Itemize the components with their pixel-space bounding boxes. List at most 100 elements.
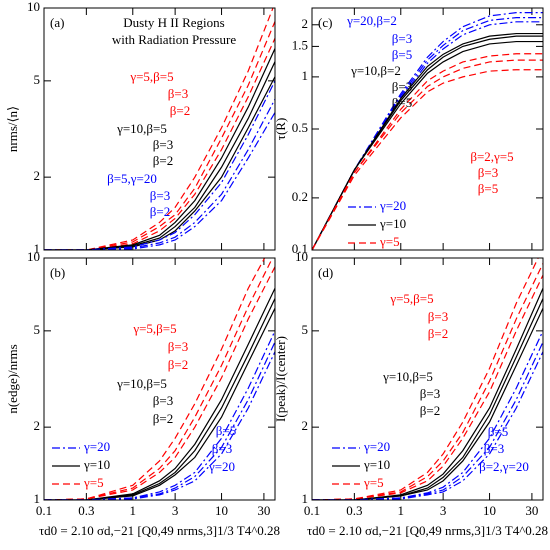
data-line	[44, 258, 274, 500]
annotation: β=3	[420, 386, 440, 401]
data-line	[44, 21, 275, 250]
x-tick-label: 0.1	[304, 503, 320, 518]
data-line	[44, 76, 275, 250]
data-line	[44, 112, 275, 250]
data-line	[312, 35, 543, 250]
y-tick-label: 2	[302, 16, 309, 31]
x-axis-label: τd0 = 2.10 σd,−21 [Q0,49 nrms,3]1/3 T4^0…	[39, 523, 280, 538]
x-tick-label: 30	[525, 503, 538, 518]
data-line	[312, 307, 543, 500]
annotation: γ=10,β=5	[116, 121, 167, 136]
annotation: γ=5,β=5	[389, 291, 433, 306]
y-tick-label: 5	[34, 72, 41, 87]
annotation: β=3	[484, 441, 504, 456]
panel-title: Dusty H II Regions	[123, 15, 224, 30]
annotation: β=3	[428, 309, 448, 324]
annotation: β=2,γ=20	[479, 459, 529, 474]
panel-label: (c)	[318, 15, 332, 30]
legend-label: γ=10	[83, 457, 110, 472]
data-line	[44, 266, 275, 500]
y-tick-label: 10	[27, 0, 40, 14]
annotation: β=3	[392, 79, 412, 94]
y-tick-label: 1	[34, 241, 41, 256]
series-group	[312, 258, 543, 500]
x-axis-label: τd0 = 2.10 σd,−21 [Q0,49 nrms,3]1/3 T4^0…	[307, 523, 548, 538]
legend-label: γ=10	[363, 457, 390, 472]
annotation: γ=20,β=2	[346, 13, 397, 28]
plot-frame	[311, 257, 544, 501]
y-tick-label: 2	[34, 168, 41, 183]
panel-subtitle: with Radiation Pressure	[112, 32, 236, 47]
data-line	[44, 351, 275, 500]
data-line	[312, 59, 543, 250]
legend-label: γ=20	[363, 439, 390, 454]
annotation: β=2	[168, 357, 188, 372]
legend-label: γ=10	[379, 216, 406, 231]
panel-label: (b)	[50, 265, 65, 280]
annotation: γ=5,β=5	[129, 69, 173, 84]
annotation: β=3	[478, 165, 498, 180]
legend-label: γ=5	[83, 475, 104, 490]
annotation: β=2	[170, 103, 190, 118]
plot-frame	[43, 7, 276, 251]
y-tick-label: 1	[34, 491, 41, 506]
y-tick-label: 10	[295, 249, 308, 264]
annotation: β=5,γ=20	[107, 171, 157, 186]
annotation: β=5	[478, 181, 498, 196]
annotation: β=3	[392, 31, 412, 46]
annotation: β=3	[168, 339, 188, 354]
annotation: β=3	[212, 441, 232, 456]
annotation: β=2	[150, 204, 170, 219]
x-tick-label: 0.3	[346, 503, 362, 518]
y-tick-label: 2	[34, 418, 41, 433]
y-tick-label: 2	[302, 418, 309, 433]
annotation: γ=10,β=5	[382, 369, 433, 384]
data-line	[312, 21, 543, 250]
data-line	[312, 351, 543, 500]
plot-frame	[43, 257, 276, 501]
annotation: β=3	[153, 137, 173, 152]
panel-label: (d)	[318, 265, 333, 280]
data-line	[312, 274, 543, 500]
series-group	[44, 258, 275, 500]
annotation: β=2	[153, 411, 173, 426]
legend-label: γ=5	[379, 234, 400, 249]
data-line	[44, 98, 275, 250]
annotation: β=2	[153, 153, 173, 168]
data-line	[312, 40, 543, 250]
y-axis-label: n(edge)/nrms	[5, 344, 20, 413]
x-tick-label: 0.3	[78, 503, 94, 518]
data-line	[44, 307, 275, 500]
annotation: β=5	[392, 47, 412, 62]
annotation: β=2	[428, 326, 448, 341]
y-tick-label: 1	[302, 68, 309, 83]
plot-frame	[311, 7, 544, 251]
annotation: β=3	[150, 188, 170, 203]
x-tick-label: 3	[440, 503, 447, 518]
x-tick-label: 10	[215, 503, 228, 518]
annotation: γ=5,β=5	[132, 321, 176, 336]
data-line	[44, 8, 274, 250]
data-line	[44, 258, 266, 500]
y-axis-label: I(peak)/I(center)	[273, 336, 288, 422]
y-tick-label: 5	[302, 322, 309, 337]
series-group	[44, 8, 275, 250]
data-line	[312, 69, 543, 250]
annotation: β=2	[420, 403, 440, 418]
data-line	[312, 258, 539, 500]
data-line	[312, 32, 543, 250]
y-tick-label: 0.1	[292, 241, 308, 256]
x-tick-label: 0.1	[36, 503, 52, 518]
y-tick-label: 0.2	[292, 189, 308, 204]
legend-label: γ=20	[379, 198, 406, 213]
annotation: β=5	[488, 424, 508, 439]
annotation: β=3	[153, 393, 173, 408]
data-line	[312, 12, 543, 250]
legend-label: γ=5	[363, 475, 384, 490]
data-line	[312, 53, 543, 250]
data-line	[312, 330, 543, 500]
data-line	[44, 330, 275, 500]
annotation: β=5	[392, 95, 412, 110]
x-tick-label: 3	[172, 503, 179, 518]
